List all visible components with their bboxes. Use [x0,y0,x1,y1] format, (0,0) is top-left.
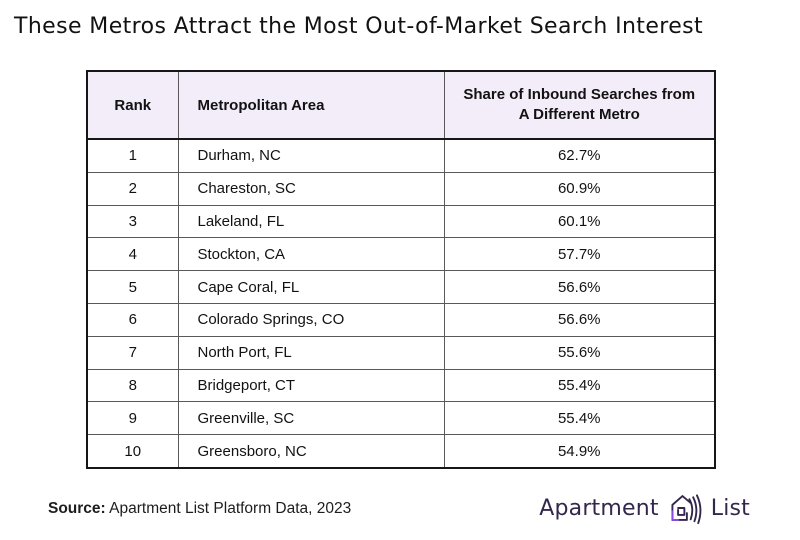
table-row: 7 North Port, FL 55.6% [86,335,716,370]
share-cell: 62.7% [443,138,716,173]
col-header-share-label: Share of Inbound Searches from A Differe… [463,85,696,123]
rank-cell: 6 [86,302,179,337]
col-header-share: Share of Inbound Searches from A Differe… [443,70,716,140]
table-row: 6 Colorado Springs, CO 56.6% [86,302,716,337]
col-header-rank: Rank [86,70,179,140]
rank-cell: 1 [86,138,179,173]
rank-cell: 3 [86,204,179,239]
table-row: 10 Greensboro, NC 54.9% [86,434,716,469]
metro-cell: Stockton, CA [177,237,445,272]
rank-cell: 2 [86,171,179,206]
share-cell: 60.1% [443,204,716,239]
metro-cell: Cape Coral, FL [177,270,445,304]
table-row: 9 Greenville, SC 55.4% [86,401,716,436]
source-text: Apartment List Platform Data, 2023 [109,500,352,517]
logo-word-apartment: Apartment [539,495,659,521]
share-cell: 60.9% [443,171,716,206]
share-cell: 54.9% [443,434,716,469]
metro-cell: Colorado Springs, CO [177,302,445,337]
logo-word-list: List [710,495,750,521]
page-title: These Metros Attract the Most Out-of-Mar… [14,14,704,39]
table-row: 5 Cape Coral, FL 56.6% [86,270,716,304]
rank-cell: 5 [86,270,179,304]
metro-cell: North Port, FL [177,335,445,370]
rank-cell: 7 [86,335,179,370]
table-row: 3 Lakeland, FL 60.1% [86,204,716,239]
share-cell: 57.7% [443,237,716,272]
apartment-list-logo: Apartment List [539,488,750,528]
source-note: Source: Apartment List Platform Data, 20… [48,500,351,518]
rank-cell: 10 [86,434,179,469]
rank-cell: 8 [86,368,179,403]
metro-cell: Greensboro, NC [177,434,445,469]
table-row: 1 Durham, NC 62.7% [86,138,716,173]
table-row: 4 Stockton, CA 57.7% [86,237,716,272]
house-logo-icon [671,494,702,525]
share-cell: 55.4% [443,401,716,436]
share-cell: 56.6% [443,302,716,337]
table-row: 8 Bridgeport, CT 55.4% [86,368,716,403]
table-row: 2 Chareston, SC 60.9% [86,171,716,206]
source-label: Source: [48,500,106,517]
metro-cell: Lakeland, FL [177,204,445,239]
metro-cell: Chareston, SC [177,171,445,206]
col-header-metro: Metropolitan Area [177,70,445,140]
share-cell: 56.6% [443,270,716,304]
metro-cell: Bridgeport, CT [177,368,445,403]
share-cell: 55.6% [443,335,716,370]
metro-cell: Durham, NC [177,138,445,173]
metro-search-table: Rank Metropolitan Area Share of Inbound … [86,70,716,469]
rank-cell: 9 [86,401,179,436]
metro-cell: Greenville, SC [177,401,445,436]
rank-cell: 4 [86,237,179,272]
table-header-row: Rank Metropolitan Area Share of Inbound … [86,70,716,140]
share-cell: 55.4% [443,368,716,403]
